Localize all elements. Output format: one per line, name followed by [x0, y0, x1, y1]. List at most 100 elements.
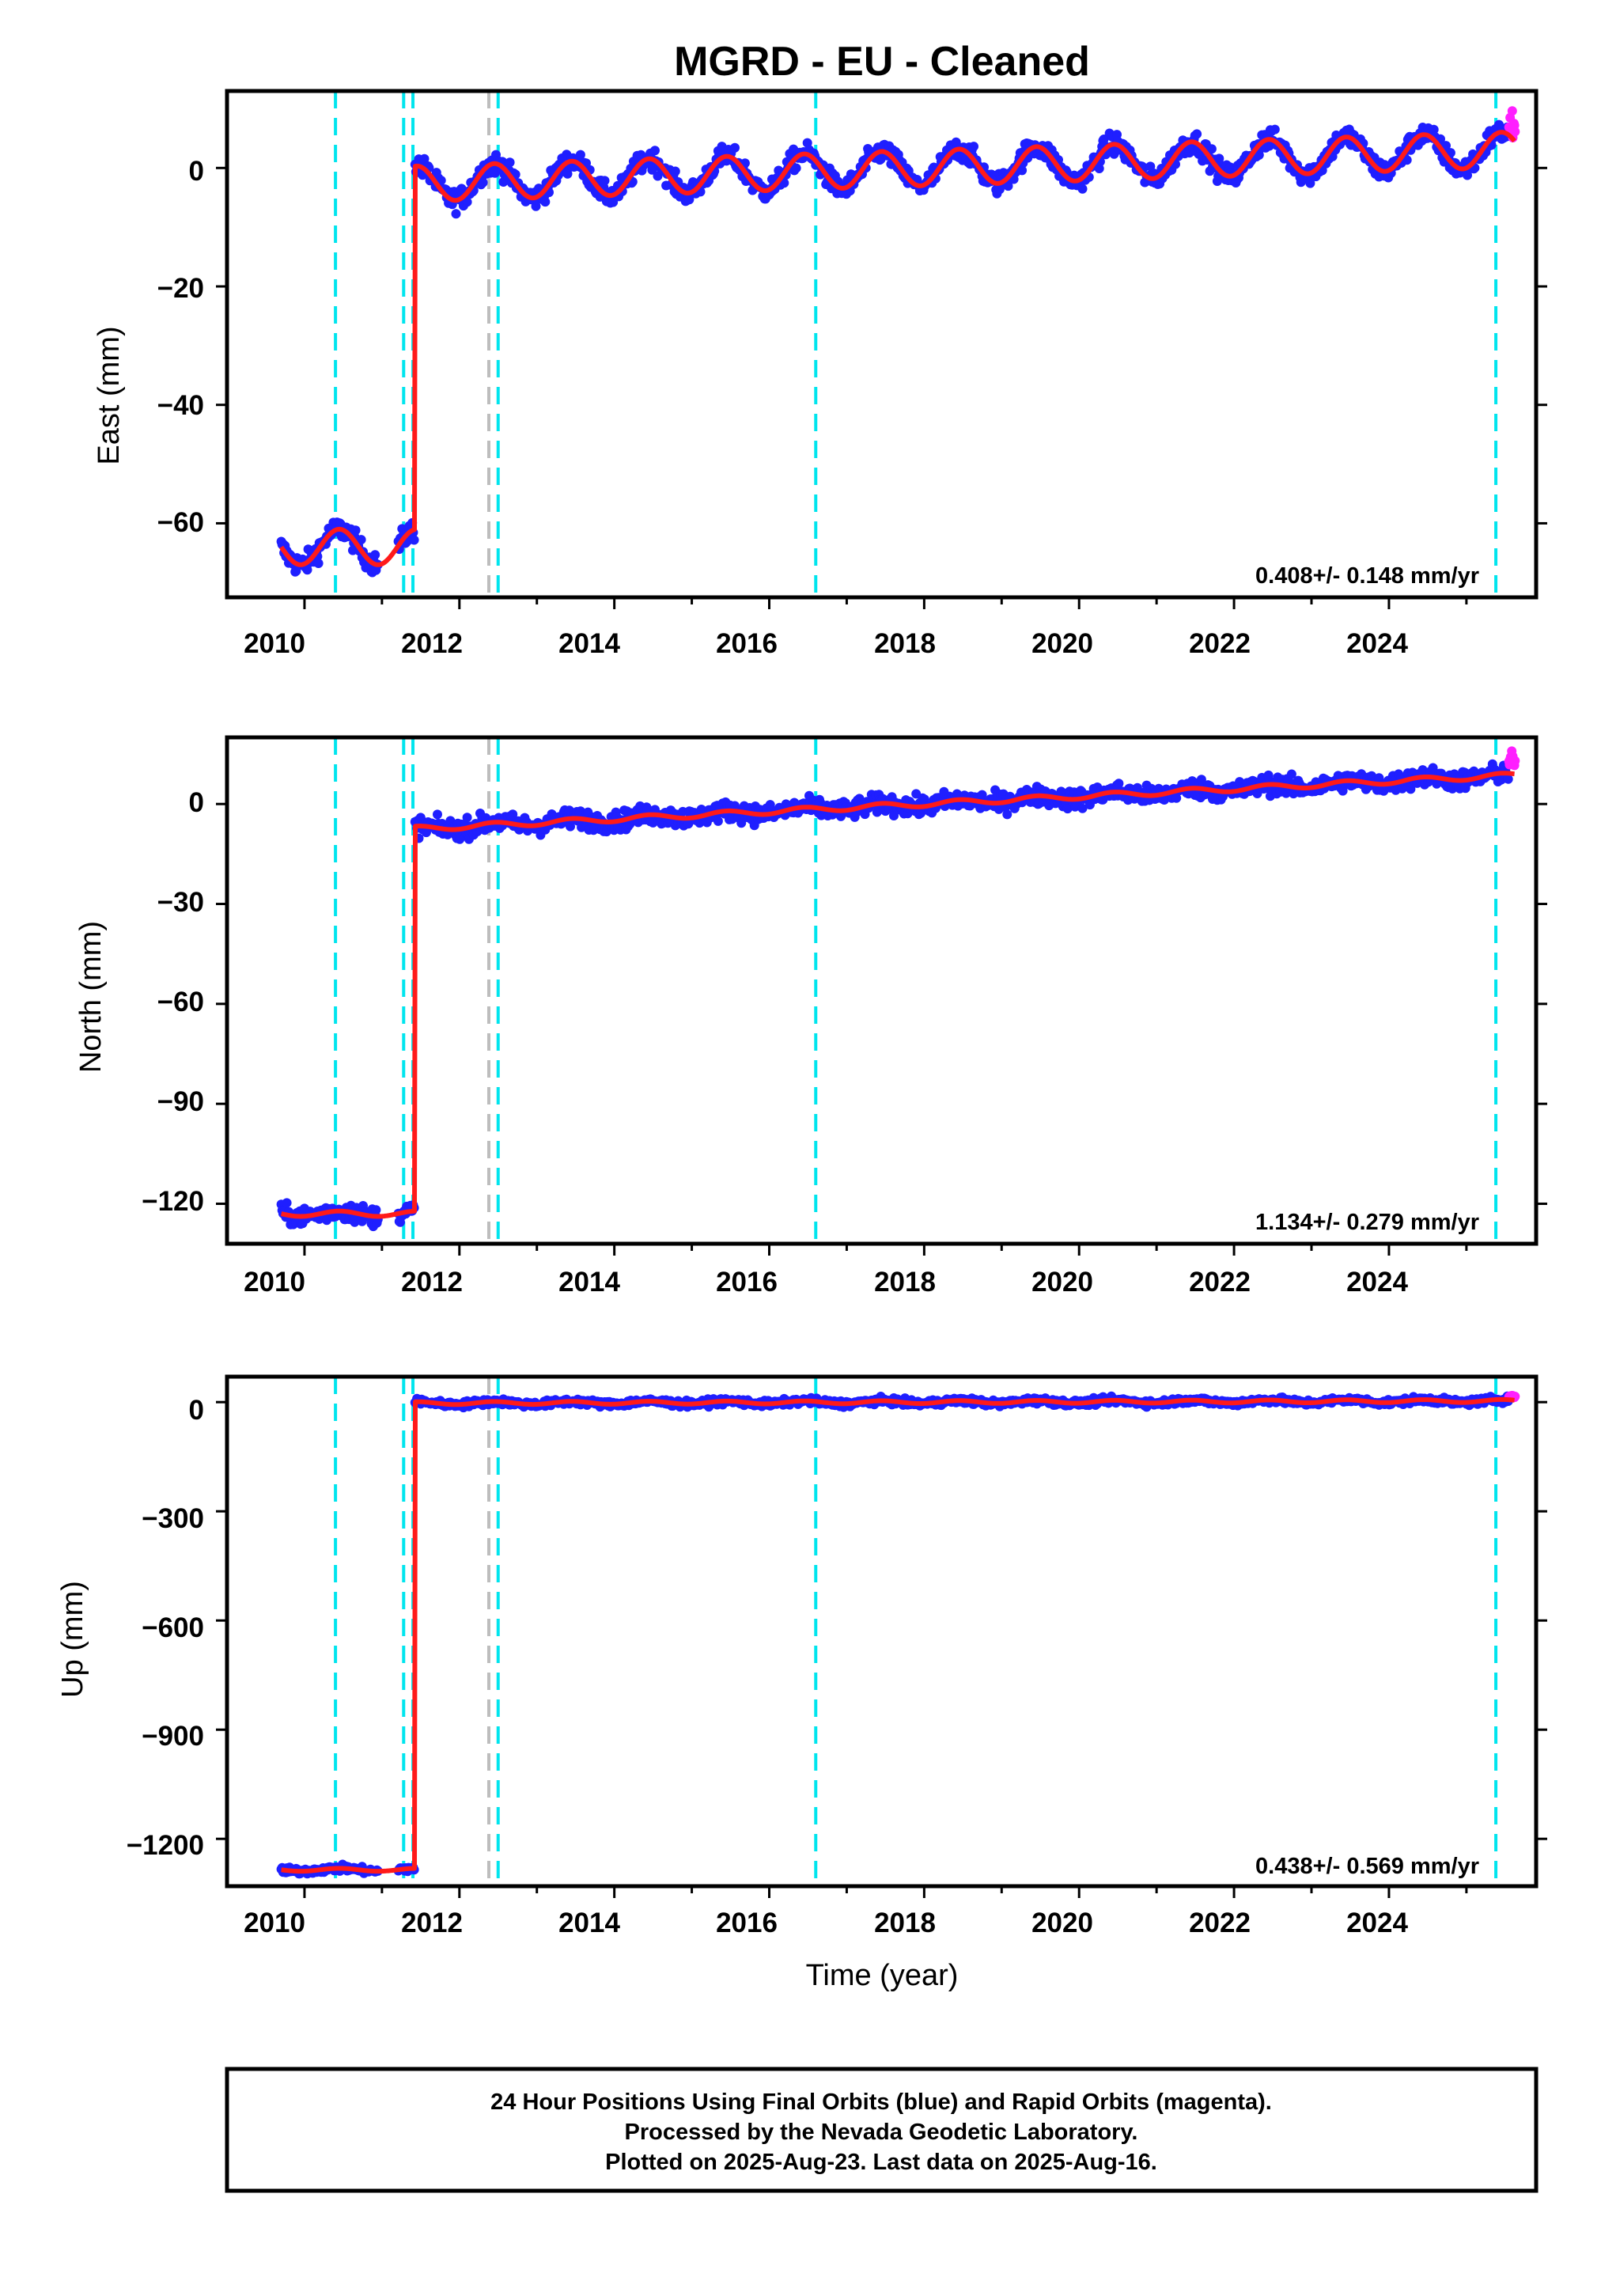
footer-frame: [225, 2067, 1539, 2193]
east-y-tick-label: −60: [157, 507, 204, 538]
plot-frame: [225, 89, 1539, 600]
final-orbit-point: [1270, 124, 1280, 135]
north-x-tick-label: 2018: [874, 1267, 936, 1298]
final-orbit-point: [684, 195, 695, 205]
final-orbit-point: [730, 142, 740, 153]
final-orbit-point: [683, 819, 694, 829]
final-orbit-point: [455, 834, 465, 844]
final-orbit-point: [1062, 804, 1073, 814]
final-orbit-point: [505, 157, 515, 168]
east-y-tick-labels: 0 −20 −40 −60: [157, 156, 204, 538]
plot-frame: [225, 1374, 1539, 1889]
final-orbit-point: [419, 153, 430, 164]
final-orbit-point: [1077, 184, 1088, 194]
north-x-tick-label: 2022: [1189, 1267, 1251, 1298]
final-orbit-point: [1017, 165, 1028, 176]
final-orbit-points: [276, 1391, 1513, 1879]
final-orbit-point: [1305, 178, 1315, 188]
chart-title: MGRD - EU - Cleaned: [674, 39, 1090, 85]
north-plot-area: [216, 735, 1547, 1256]
east-x-tick-label: 2012: [401, 628, 463, 659]
plot-content: [276, 1377, 1520, 1886]
north-x-tick-label: 2010: [244, 1267, 305, 1298]
up-panel: 0.438+/- 0.569 mm/yr Up (mm) 0 −300 −600…: [56, 1374, 1547, 1992]
final-orbit-point: [371, 1205, 381, 1215]
up-rate-label: 0.438+/- 0.569 mm/yr: [1255, 1854, 1479, 1879]
north-x-tick-label: 2014: [558, 1267, 620, 1298]
final-orbit-point: [1402, 155, 1412, 165]
up-x-tick-label: 2014: [558, 1908, 620, 1938]
north-x-tick-labels: 2010 2012 2014 2016 2018 2020 2022 2024: [244, 1267, 1408, 1298]
footer-box: 24 Hour Positions Using Final Orbits (bl…: [225, 2067, 1539, 2193]
up-x-tick-label: 2018: [874, 1908, 936, 1938]
up-plot-area: [216, 1374, 1547, 1898]
north-y-tick-label: −90: [157, 1086, 204, 1117]
up-y-tick-label: −1200: [127, 1830, 204, 1861]
final-orbit-point: [1263, 770, 1274, 780]
north-x-tick-label: 2012: [401, 1267, 463, 1298]
final-orbit-point: [1002, 809, 1012, 820]
final-orbit-point: [478, 177, 488, 188]
up-y-tick-labels: 0 −300 −600 −900 −1200: [127, 1395, 204, 1861]
final-orbit-point: [1429, 124, 1439, 135]
final-orbit-point: [1206, 144, 1217, 154]
east-x-tick-label: 2016: [716, 628, 778, 659]
final-orbit-point: [1114, 779, 1124, 789]
up-y-tick-label: −300: [142, 1503, 204, 1534]
east-panel: 0.408+/- 0.148 mm/yr East (mm) 0 −20 −40…: [93, 89, 1547, 659]
final-orbit-point: [642, 804, 653, 814]
north-x-tick-label: 2020: [1031, 1267, 1093, 1298]
north-y-tick-label: −120: [142, 1186, 204, 1217]
north-x-tick-label: 2016: [716, 1267, 778, 1298]
footer-line-2: Processed by the Nevada Geodetic Laborat…: [625, 2120, 1138, 2145]
up-x-tick-label: 2016: [716, 1908, 778, 1938]
final-orbit-point: [356, 535, 366, 545]
final-orbit-point: [409, 535, 419, 545]
up-y-tick-label: −900: [142, 1721, 204, 1752]
up-x-tick-label: 2024: [1346, 1908, 1408, 1938]
north-y-tick-label: −60: [157, 987, 204, 1017]
up-x-tick-label: 2020: [1031, 1908, 1093, 1938]
final-orbit-point: [977, 790, 987, 800]
model-fit-line: [279, 130, 1516, 567]
east-x-tick-label: 2018: [874, 628, 936, 659]
east-y-axis-label: East (mm): [93, 326, 126, 464]
footer-line-1: 24 Hour Positions Using Final Orbits (bl…: [490, 2090, 1272, 2115]
final-orbit-point: [1077, 803, 1088, 813]
up-x-tick-label: 2012: [401, 1908, 463, 1938]
final-orbit-point: [670, 166, 680, 176]
rapid-orbit-point: [1507, 106, 1517, 116]
rapid-orbit-points: [1504, 746, 1520, 771]
final-orbit-point: [451, 209, 461, 219]
final-orbit-point: [433, 809, 442, 820]
east-x-tick-label: 2020: [1031, 628, 1093, 659]
north-x-tick-label: 2024: [1346, 1267, 1408, 1298]
north-y-tick-labels: 0 −30 −60 −90 −120: [142, 787, 204, 1217]
final-orbit-point: [1286, 769, 1296, 779]
up-x-tick-labels: 2010 2012 2014 2016 2018 2020 2022 2024: [244, 1908, 1408, 1938]
model-fit-line: [279, 771, 1516, 1219]
final-orbit-points: [276, 119, 1513, 578]
north-y-axis-label: North (mm): [74, 921, 108, 1073]
final-orbit-point: [1171, 793, 1182, 803]
up-x-tick-label: 2022: [1189, 1908, 1251, 1938]
east-rate-label: 0.408+/- 0.148 mm/yr: [1255, 563, 1479, 589]
north-rate-label: 1.134+/- 0.279 mm/yr: [1255, 1210, 1479, 1235]
final-orbit-point: [575, 150, 585, 160]
east-y-tick-label: −40: [157, 390, 204, 421]
final-orbit-point: [713, 816, 723, 826]
up-y-tick-label: −600: [142, 1612, 204, 1643]
final-orbit-point: [736, 818, 747, 828]
final-orbit-point: [1338, 786, 1348, 796]
final-orbit-point: [282, 1198, 292, 1208]
plot-content: [276, 91, 1520, 597]
final-orbit-point: [969, 142, 978, 152]
final-orbit-point: [1441, 141, 1451, 151]
east-x-tick-labels: 2010 2012 2014 2016 2018 2020 2022 2024: [244, 628, 1408, 659]
up-y-tick-label: 0: [189, 1395, 204, 1426]
north-panel: 1.134+/- 0.279 mm/yr North (mm) 0 −30 −6…: [74, 735, 1547, 1298]
north-y-tick-label: 0: [189, 787, 204, 818]
rapid-orbit-point: [1510, 756, 1520, 766]
rapid-orbit-point: [1510, 127, 1520, 137]
final-orbit-point: [600, 176, 610, 186]
